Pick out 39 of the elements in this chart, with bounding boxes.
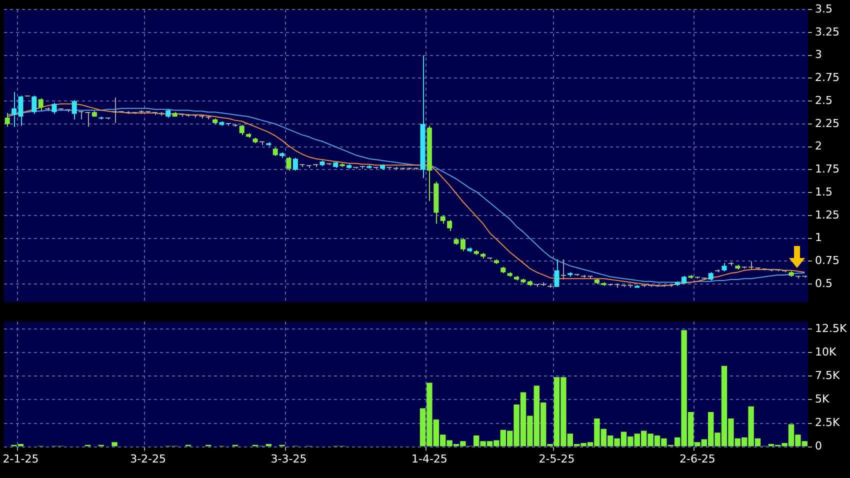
y-tick-label: 12.5K — [815, 322, 848, 335]
y-tick-label: 5K — [815, 392, 830, 406]
y-tick-label: 1.75 — [815, 162, 840, 176]
y-tick-label: 0.5 — [815, 276, 832, 290]
candlestick — [85, 112, 90, 128]
candlestick — [72, 100, 77, 120]
candlestick — [38, 98, 44, 112]
y-tick-label: 10K — [815, 346, 837, 359]
candlestick — [447, 220, 452, 232]
x-tick-label: 2-1-25 — [2, 452, 39, 466]
y-tick-label: 2.75 — [815, 71, 840, 84]
y-tick-label: 3 — [815, 48, 822, 62]
candlestick — [4, 112, 10, 128]
candlestick — [52, 102, 57, 114]
x-tick-label: 3-3-25 — [270, 452, 307, 466]
x-tick-label: 2-5-25 — [538, 452, 575, 466]
y-tick-label: 2.25 — [815, 116, 840, 130]
candlestick — [239, 124, 244, 136]
y-tick-label: 3.25 — [815, 25, 840, 38]
candlestick — [292, 157, 298, 172]
y-tick-label: 0.75 — [815, 254, 840, 268]
y-tick-label: 1 — [815, 231, 822, 244]
y-tick-label: 3.5 — [815, 2, 832, 16]
x-tick-label: 1-4-25 — [411, 452, 448, 466]
y-tick-label: 2.5K — [815, 416, 840, 430]
candlestick — [32, 95, 37, 114]
candlestick — [554, 258, 560, 288]
candlestick — [78, 110, 84, 120]
y-tick-label: 0 — [815, 440, 822, 453]
y-tick-label: 1.5 — [815, 185, 832, 198]
y-tick-label: 2.5 — [815, 94, 832, 107]
y-tick-label: 2 — [815, 140, 822, 153]
x-tick-label: 2-6-25 — [679, 452, 716, 466]
x-tick-label: 3-2-25 — [130, 452, 166, 466]
candlestick — [286, 156, 292, 172]
y-tick-label: 1.25 — [815, 208, 840, 222]
y-tick-label: 7.5K — [815, 369, 840, 382]
bar — [112, 442, 118, 446]
candlestick — [560, 258, 566, 280]
